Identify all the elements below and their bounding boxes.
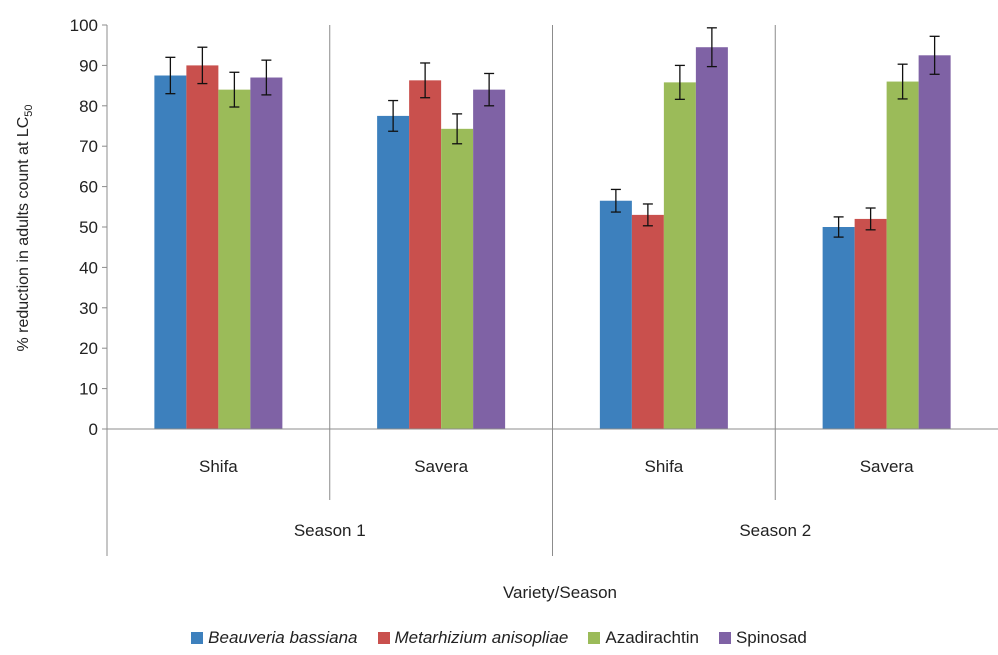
bar: [695, 47, 728, 429]
x-tick-label: Shifa: [645, 457, 684, 476]
legend-label: Azadirachtin: [605, 628, 699, 647]
legend-item: Azadirachtin: [588, 628, 699, 648]
bars: [154, 47, 951, 430]
y-axis-title-main: % reduction in adults count at LC: [15, 117, 32, 352]
y-tick-label: 60: [79, 178, 98, 197]
legend-label: Spinosad: [735, 628, 807, 647]
bar: [154, 75, 187, 429]
x-tick-label: Shifa: [199, 457, 238, 476]
bar: [218, 89, 251, 429]
error-bars: [165, 27, 940, 238]
bar: [441, 128, 474, 429]
axes: [106, 25, 998, 556]
legend-item: Spinosad: [718, 628, 807, 648]
y-tick-label: 90: [79, 56, 98, 75]
legend-swatch: [588, 632, 601, 644]
y-axis-title: % reduction in adults count at LC50: [15, 104, 35, 351]
bar: [186, 65, 219, 430]
x-axis-title: Variety/Season: [503, 583, 617, 602]
group-label: Season 1: [294, 521, 366, 540]
bar: [631, 214, 664, 429]
bar: [854, 218, 887, 429]
legend-item: Beauveria bassiana: [191, 628, 358, 648]
y-axis-title-subscript: 50: [23, 104, 35, 116]
bar: [409, 80, 442, 430]
y-tick-label: 30: [79, 299, 98, 318]
bar: [473, 89, 506, 429]
y-tick-label: 10: [79, 380, 98, 399]
legend-label: Beauveria bassiana: [208, 628, 358, 647]
legend-swatch: [718, 632, 731, 644]
legend-swatch: [191, 632, 204, 644]
bar: [822, 227, 855, 429]
bar: [250, 77, 283, 430]
group-label: Season 2: [739, 521, 811, 540]
legend: Beauveria bassiana Metarhizium anisopliae…: [0, 628, 998, 648]
x-axis-labels: Shifa Savera Shifa Savera Season 1 Season 2: [199, 457, 914, 540]
legend-swatch: [377, 632, 390, 644]
y-tick-label: 70: [79, 137, 98, 156]
bar: [599, 200, 632, 429]
y-tick-label: 100: [70, 16, 98, 35]
x-tick-label: Savera: [860, 457, 914, 476]
bar: [663, 82, 696, 430]
y-tick-label: 40: [79, 258, 98, 277]
bar: [918, 55, 951, 430]
y-tick-label: 80: [79, 97, 98, 116]
y-tick-label: 20: [79, 339, 98, 358]
x-tick-label: Savera: [414, 457, 468, 476]
bar: [377, 115, 410, 430]
y-tick-label: 0: [89, 420, 98, 439]
legend-label: Metarhizium anisopliae: [394, 628, 569, 647]
y-axis-ticks: 0 10 20 30 40 50 60 70 80 90 100: [70, 16, 107, 439]
legend-item: Metarhizium anisopliae: [377, 628, 569, 648]
bar: [886, 81, 919, 429]
y-tick-label: 50: [79, 218, 98, 237]
